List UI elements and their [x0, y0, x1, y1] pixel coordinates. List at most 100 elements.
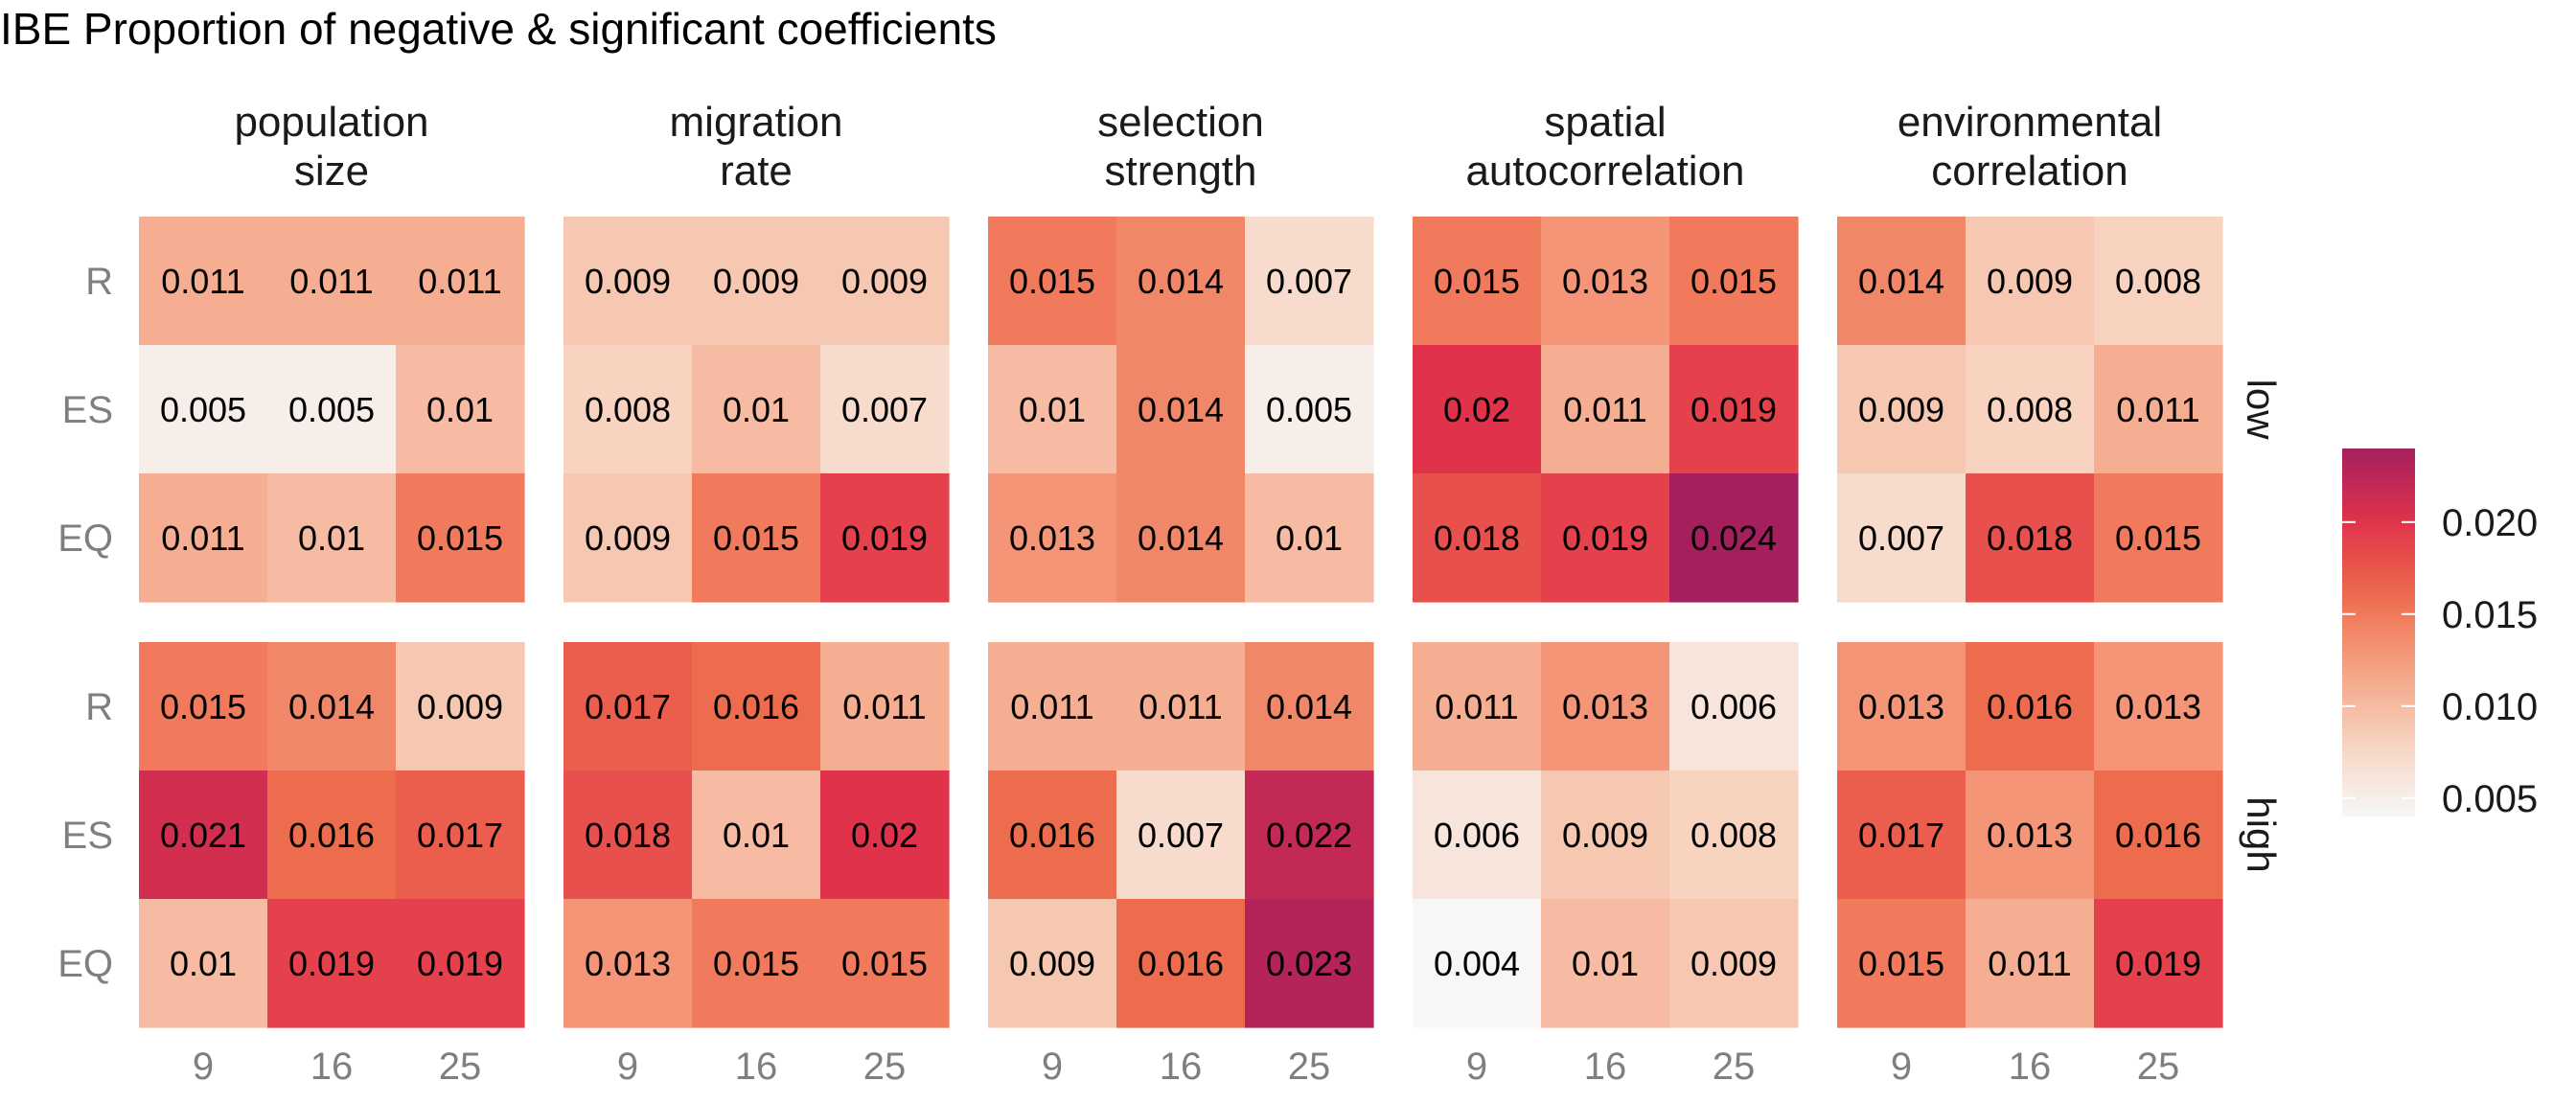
- x-tick-label: 25: [2137, 1046, 2180, 1088]
- cell-value-label: 0.016: [713, 687, 799, 726]
- heatmap-cell: [1966, 899, 2095, 1028]
- heatmap-cell: [1837, 642, 1966, 771]
- heatmap-cell: [1541, 642, 1670, 771]
- heatmap-cell: [2094, 473, 2223, 603]
- cell-value-label: 0.017: [585, 687, 671, 726]
- heatmap-cell: [1837, 770, 1966, 900]
- x-tick-label: 16: [735, 1046, 778, 1088]
- heatmap-cell: [1541, 217, 1670, 346]
- x-tick-label: 16: [1160, 1046, 1203, 1088]
- cell-value-label: 0.01: [723, 816, 790, 855]
- cell-value-label: 0.008: [585, 390, 671, 429]
- heatmap-cell: [1116, 345, 1246, 474]
- heatmap-cell: [1413, 770, 1542, 900]
- heatmap-cell: [1966, 217, 2095, 346]
- heatmap-cell: [564, 217, 693, 346]
- cell-value-label: 0.015: [1009, 262, 1095, 301]
- cell-value-label: 0.007: [1138, 816, 1224, 855]
- heatmap-cell: [1541, 473, 1670, 603]
- heatmap-cell: [1966, 345, 2095, 474]
- facet-label: selection: [1097, 99, 1264, 146]
- cell-value-label: 0.019: [1562, 518, 1648, 558]
- heatmap-cell: [692, 899, 821, 1028]
- row-strip-label: low: [2239, 379, 2284, 440]
- cell-value-label: 0.008: [2115, 262, 2201, 301]
- heatmap-cell: [1116, 642, 1246, 771]
- y-tick-label: EQ: [58, 518, 113, 560]
- heatmap-cell: [2094, 217, 2223, 346]
- x-tick-label: 16: [2009, 1046, 2052, 1088]
- cell-value-label: 0.015: [713, 944, 799, 983]
- cell-value-label: 0.008: [1987, 390, 2073, 429]
- cell-value-label: 0.011: [161, 262, 244, 301]
- cell-value-label: 0.009: [585, 262, 671, 301]
- cell-value-label: 0.014: [1138, 390, 1224, 429]
- cell-value-label: 0.011: [1138, 687, 1222, 726]
- x-tick-label: 9: [617, 1046, 638, 1088]
- x-tick-label: 25: [863, 1046, 907, 1088]
- cell-value-label: 0.022: [1266, 816, 1352, 855]
- cell-value-label: 0.007: [1266, 262, 1352, 301]
- cell-value-label: 0.009: [1987, 262, 2073, 301]
- cell-value-label: 0.009: [1009, 944, 1095, 983]
- cell-value-label: 0.024: [1690, 518, 1777, 558]
- legend-tick-label: 0.010: [2442, 686, 2538, 728]
- heatmap-cell: [267, 217, 397, 346]
- cell-value-label: 0.019: [288, 944, 375, 983]
- heatmap-cell: [1541, 899, 1670, 1028]
- heatmap-cell: [1245, 899, 1374, 1028]
- heatmap-cell: [1966, 642, 2095, 771]
- heatmap-cell: [139, 345, 268, 474]
- heatmap-cell: [267, 770, 397, 900]
- heatmap-cell: [1413, 473, 1542, 603]
- panel-low-0: 0.011 0.011 0.011 0.005 0.005 0.01 0.011 0.01 0.…: [139, 217, 525, 603]
- cell-value-label: 0.013: [1009, 518, 1095, 558]
- x-tick-label: 16: [1584, 1046, 1627, 1088]
- heatmap-cell: [1116, 770, 1246, 900]
- heatmap-cell: [396, 473, 525, 603]
- cell-value-label: 0.01: [1276, 518, 1343, 558]
- cell-value-label: 0.004: [1434, 944, 1520, 983]
- heatmap-cell: [988, 770, 1117, 900]
- heatmap-cell: [1116, 473, 1246, 603]
- heatmap-cell: [988, 642, 1117, 771]
- cell-value-label: 0.009: [585, 518, 671, 558]
- heatmap-cell: [1837, 217, 1966, 346]
- legend-tick-label: 0.020: [2442, 502, 2538, 544]
- heatmap-cell: [692, 770, 821, 900]
- heatmap-cell: [820, 217, 950, 346]
- cell-value-label: 0.019: [1690, 390, 1777, 429]
- y-tick-label: EQ: [58, 943, 113, 985]
- heatmap-cell: [692, 642, 821, 771]
- heatmap-cell: [139, 770, 268, 900]
- heatmap-cell: [396, 899, 525, 1028]
- heatmap-cell: [988, 899, 1117, 1028]
- cell-value-label: 0.015: [1858, 944, 1944, 983]
- cell-value-label: 0.014: [1266, 687, 1352, 726]
- heatmap-cell: [139, 217, 268, 346]
- cell-value-label: 0.011: [1563, 390, 1646, 429]
- panel-low-2: 0.015 0.014 0.007 0.01 0.014 0.005 0.013 0.014 0…: [988, 217, 1374, 603]
- heatmap-cell: [692, 345, 821, 474]
- heatmap-cell: [1245, 473, 1374, 603]
- cell-value-label: 0.01: [298, 518, 365, 558]
- panel-low-3: 0.015 0.013 0.015 0.02 0.011 0.019 0.018 0.019 0…: [1413, 217, 1799, 603]
- cell-value-label: 0.014: [1858, 262, 1944, 301]
- heatmap-cell: [1669, 473, 1799, 603]
- heatmap-cell: [396, 642, 525, 771]
- heatmap-cell: [1669, 899, 1799, 1028]
- cell-value-label: 0.011: [1988, 944, 2071, 983]
- heatmap-cell: [564, 899, 693, 1028]
- cell-value-label: 0.007: [1858, 518, 1944, 558]
- heatmap-cell: [1413, 899, 1542, 1028]
- heatmap-cell: [820, 899, 950, 1028]
- cell-value-label: 0.018: [585, 816, 671, 855]
- heatmap-cell: [820, 770, 950, 900]
- heatmap-cell: [820, 473, 950, 603]
- panel-low-1: 0.009 0.009 0.009 0.008 0.01 0.007 0.009 0.015 0…: [564, 217, 950, 603]
- heatmap-cell: [988, 345, 1117, 474]
- heatmap-cell: [2094, 642, 2223, 771]
- heatmap-cell: [1245, 770, 1374, 900]
- facet-label: autocorrelation: [1465, 148, 1744, 195]
